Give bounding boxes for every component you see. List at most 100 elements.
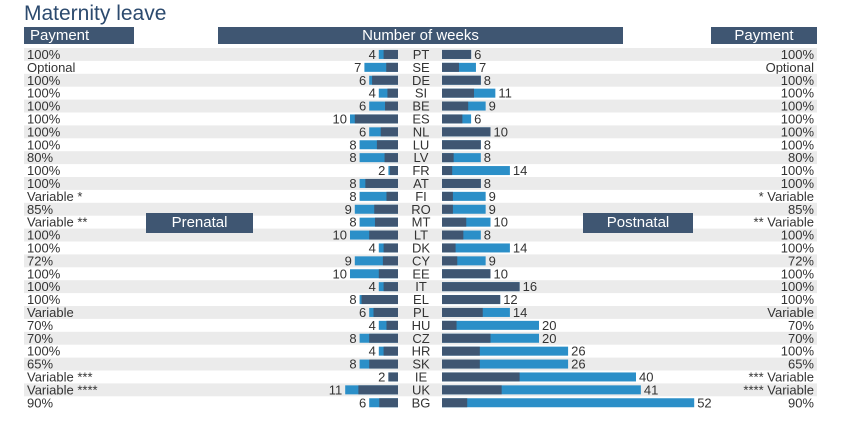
country-code-label: HU — [412, 318, 431, 333]
payment-left-label: 90% — [27, 395, 53, 410]
payment-left-label: Variable **** — [27, 382, 98, 397]
payment-right-label: Variable — [767, 305, 814, 320]
country-code-label: ES — [412, 111, 430, 126]
prenatal-bar-portion — [388, 372, 398, 382]
postnatal-bar-portion — [442, 359, 480, 369]
payment-left-label: 100% — [27, 266, 61, 281]
payment-right-label: 100% — [781, 163, 815, 178]
postnatal-bar-portion — [442, 191, 453, 201]
country-code-label: UK — [412, 382, 430, 397]
postnatal-bar-portion — [442, 217, 467, 227]
payment-left-label: 85% — [27, 202, 53, 217]
postnatal-bar-portion — [442, 178, 481, 188]
country-code-label: RO — [411, 202, 431, 217]
row-stripe — [24, 202, 817, 216]
prenatal-bar-portion — [385, 101, 398, 111]
country-code-label: HR — [412, 344, 431, 359]
prenatal-bar-portion — [369, 333, 398, 343]
row-stripe — [24, 254, 817, 268]
country-code-label: CY — [412, 253, 430, 268]
payment-left-label: 100% — [27, 86, 61, 101]
postnatal-value-label: 9 — [489, 189, 496, 204]
postnatal-bar-portion — [442, 114, 463, 124]
prenatal-value-label: 2 — [378, 163, 385, 178]
postnatal-bar-portion — [442, 127, 491, 137]
prenatal-bar — [369, 101, 398, 111]
postnatal-bar-portion — [442, 307, 483, 317]
postnatal-value-label: 9 — [489, 202, 496, 217]
payment-header-right: Payment — [711, 27, 817, 44]
prenatal-bar-portion — [383, 282, 398, 292]
payment-right-label: 72% — [788, 253, 814, 268]
postnatal-value-label: 40 — [639, 369, 653, 384]
prenatal-value-label: 9 — [345, 253, 352, 268]
postnatal-bar — [442, 385, 641, 395]
payment-left-label: 100% — [27, 240, 61, 255]
postnatal-bar-portion — [442, 153, 454, 163]
postnatal-bar-portion — [442, 295, 501, 305]
postnatal-bar — [442, 398, 695, 408]
prenatal-bar-portion — [387, 88, 398, 98]
prenatal-value-label: 8 — [349, 331, 356, 346]
postnatal-bar-portion — [442, 256, 458, 266]
postnatal-value-label: 10 — [494, 124, 508, 139]
prenatal-value-label: 8 — [349, 292, 356, 307]
payment-left-label: 100% — [27, 279, 61, 294]
postnatal-bar-portion — [442, 49, 472, 59]
payment-right-label: 100% — [781, 124, 815, 139]
prenatal-bar-portion — [386, 320, 398, 330]
payment-left-label: 100% — [27, 47, 61, 62]
country-code-label: MT — [412, 215, 431, 230]
postnatal-bar-portion — [442, 269, 491, 279]
country-code-label: AT — [413, 176, 429, 191]
payment-right-label: Optional — [766, 60, 815, 75]
postnatal-bar-portion — [442, 346, 480, 356]
prenatal-bar — [359, 153, 398, 163]
row-stripe — [24, 48, 817, 61]
prenatal-bar-portion — [358, 385, 398, 395]
country-code-label: LV — [414, 150, 429, 165]
payment-left-label: Variable — [27, 305, 74, 320]
postnatal-bar — [442, 191, 486, 201]
prenatal-bar-portion — [374, 204, 398, 214]
payment-left-label: 100% — [27, 344, 61, 359]
prenatal-value-label: 6 — [359, 124, 366, 139]
country-code-label: PT — [413, 47, 430, 62]
row-stripe — [24, 177, 817, 190]
postnatal-bar — [442, 359, 569, 369]
payment-left-label: 72% — [27, 253, 53, 268]
prenatal-bar-portion — [369, 359, 398, 369]
postnatal-bar-portion — [442, 88, 475, 98]
prenatal-bar-portion — [389, 166, 398, 176]
prenatal-bar-portion — [379, 398, 398, 408]
postnatal-value-label: 8 — [484, 73, 491, 88]
prenatal-bar-portion — [369, 230, 398, 240]
country-code-label: IE — [415, 369, 428, 384]
postnatal-bar-portion — [442, 62, 459, 72]
prenatal-value-label: 8 — [349, 150, 356, 165]
postnatal-bar-portion — [442, 333, 491, 343]
postnatal-bar-portion — [442, 166, 453, 176]
country-code-label: LU — [413, 137, 430, 152]
prenatal-value-label: 4 — [369, 47, 376, 62]
prenatal-value-label: 6 — [359, 73, 366, 88]
country-code-label: DK — [412, 240, 430, 255]
payment-right-label: 70% — [788, 331, 814, 346]
prenatal-value-label: 7 — [354, 60, 361, 75]
payment-left-label: 100% — [27, 99, 61, 114]
postnatal-bar-portion — [442, 385, 502, 395]
postnatal-bar-portion — [442, 398, 468, 408]
payment-right-label: 100% — [781, 73, 815, 88]
payment-right-label: * Variable — [759, 189, 814, 204]
payment-right-label: 100% — [781, 111, 815, 126]
prenatal-value-label: 2 — [378, 369, 385, 384]
postnatal-bar — [442, 166, 510, 176]
postnatal-value-label: 10 — [494, 215, 508, 230]
payment-left-label: Variable *** — [27, 369, 93, 384]
country-code-label: BE — [412, 99, 430, 114]
payment-right-label: 100% — [781, 47, 815, 62]
postnatal-label: Postnatal — [583, 213, 693, 233]
postnatal-bar-portion — [442, 204, 453, 214]
payment-left-label: 100% — [27, 73, 61, 88]
